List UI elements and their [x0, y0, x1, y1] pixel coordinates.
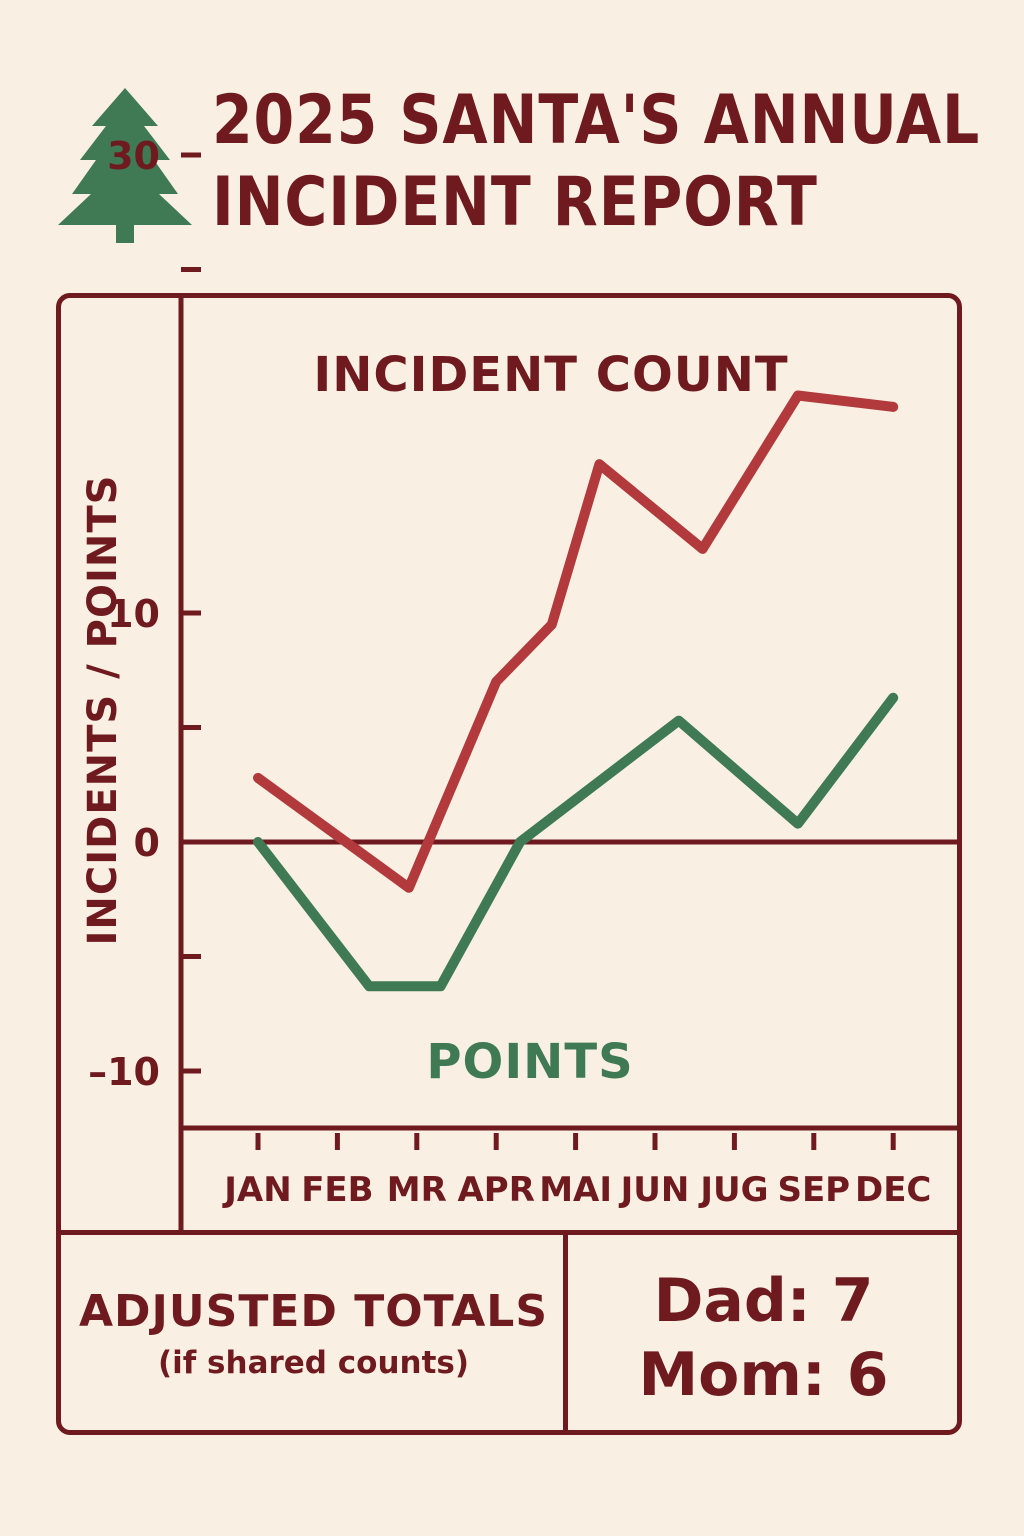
- x-tick-label-jun: JUN: [619, 1170, 690, 1210]
- series-label-points: POINTS: [426, 1034, 633, 1090]
- title-line-2: INCIDENT REPORT: [212, 163, 818, 242]
- report-card: [56, 293, 962, 1435]
- series-line-incident-count: [253, 390, 899, 893]
- series-label-incident-count: INCIDENT COUNT: [313, 347, 788, 403]
- x-tick-label-apr: APR: [457, 1170, 534, 1210]
- dad-total: Dad: 7: [653, 1266, 874, 1336]
- adjusted-totals-sublabel: (if shared counts): [157, 1345, 470, 1381]
- totals-panel: Dad: 7 Mom: 6: [570, 1236, 957, 1430]
- x-tick-label-sep: SEP: [777, 1170, 850, 1210]
- x-tick-label-dec: DEC: [855, 1170, 931, 1210]
- labels-layer: 30 10 0 –10 INCIDENTS / POINTS JAN FEB MR APR MAI…: [80, 134, 931, 1210]
- y-tick-label: –10: [88, 1050, 160, 1094]
- title-line-1: 2025 SANTA'S ANNUAL: [212, 81, 981, 160]
- y-axis-label: INCIDENTS / POINTS: [80, 475, 126, 946]
- x-tick-label-jug: JUG: [698, 1170, 768, 1210]
- x-tick-label-mai: MAI: [539, 1170, 612, 1210]
- adjusted-totals-panel: ADJUSTED TOTALS (if shared counts): [61, 1236, 566, 1430]
- adjusted-totals-label: ADJUSTED TOTALS: [78, 1286, 549, 1337]
- series-line-points: [253, 692, 899, 992]
- mom-total: Mom: 6: [638, 1340, 889, 1410]
- y-tick-label: 0: [134, 821, 160, 865]
- series-layer: [253, 390, 899, 992]
- tree-icon: [58, 88, 192, 243]
- footer-center-divider: [563, 1232, 568, 1433]
- y-tick-label: 30: [107, 134, 160, 178]
- y-tick-label: 10: [107, 592, 160, 636]
- x-tick-label-jan: JAN: [222, 1170, 291, 1210]
- page-title: 2025 SANTA'S ANNUAL INCIDENT REPORT: [212, 80, 981, 244]
- footer-top-divider: [58, 1230, 961, 1235]
- x-tick-label-mr: MR: [387, 1170, 447, 1210]
- x-tick-label-feb: FEB: [301, 1170, 373, 1210]
- report-header: 2025 SANTA'S ANNUAL INCIDENT REPORT: [0, 0, 1024, 270]
- axes-layer: [178, 152, 962, 1230]
